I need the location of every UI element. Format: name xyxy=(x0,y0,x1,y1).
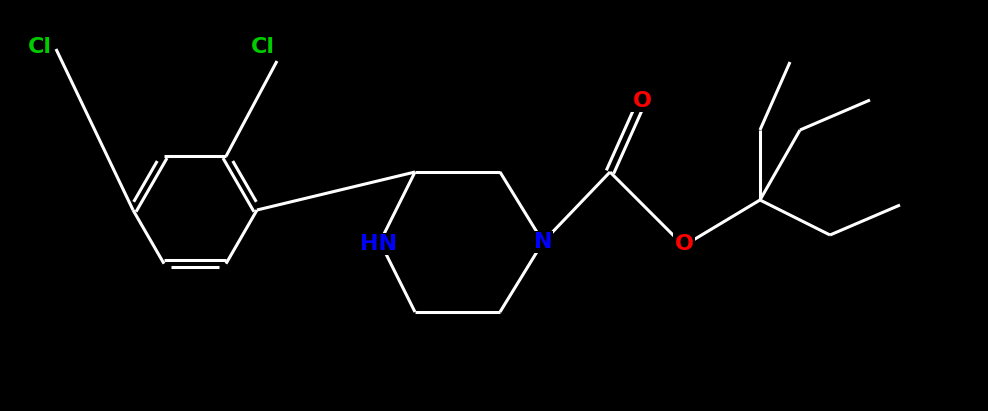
Text: O: O xyxy=(632,91,651,111)
Text: N: N xyxy=(534,232,552,252)
Text: O: O xyxy=(675,234,694,254)
Text: HN: HN xyxy=(360,234,396,254)
Text: Cl: Cl xyxy=(251,37,275,57)
Text: Cl: Cl xyxy=(28,37,52,57)
